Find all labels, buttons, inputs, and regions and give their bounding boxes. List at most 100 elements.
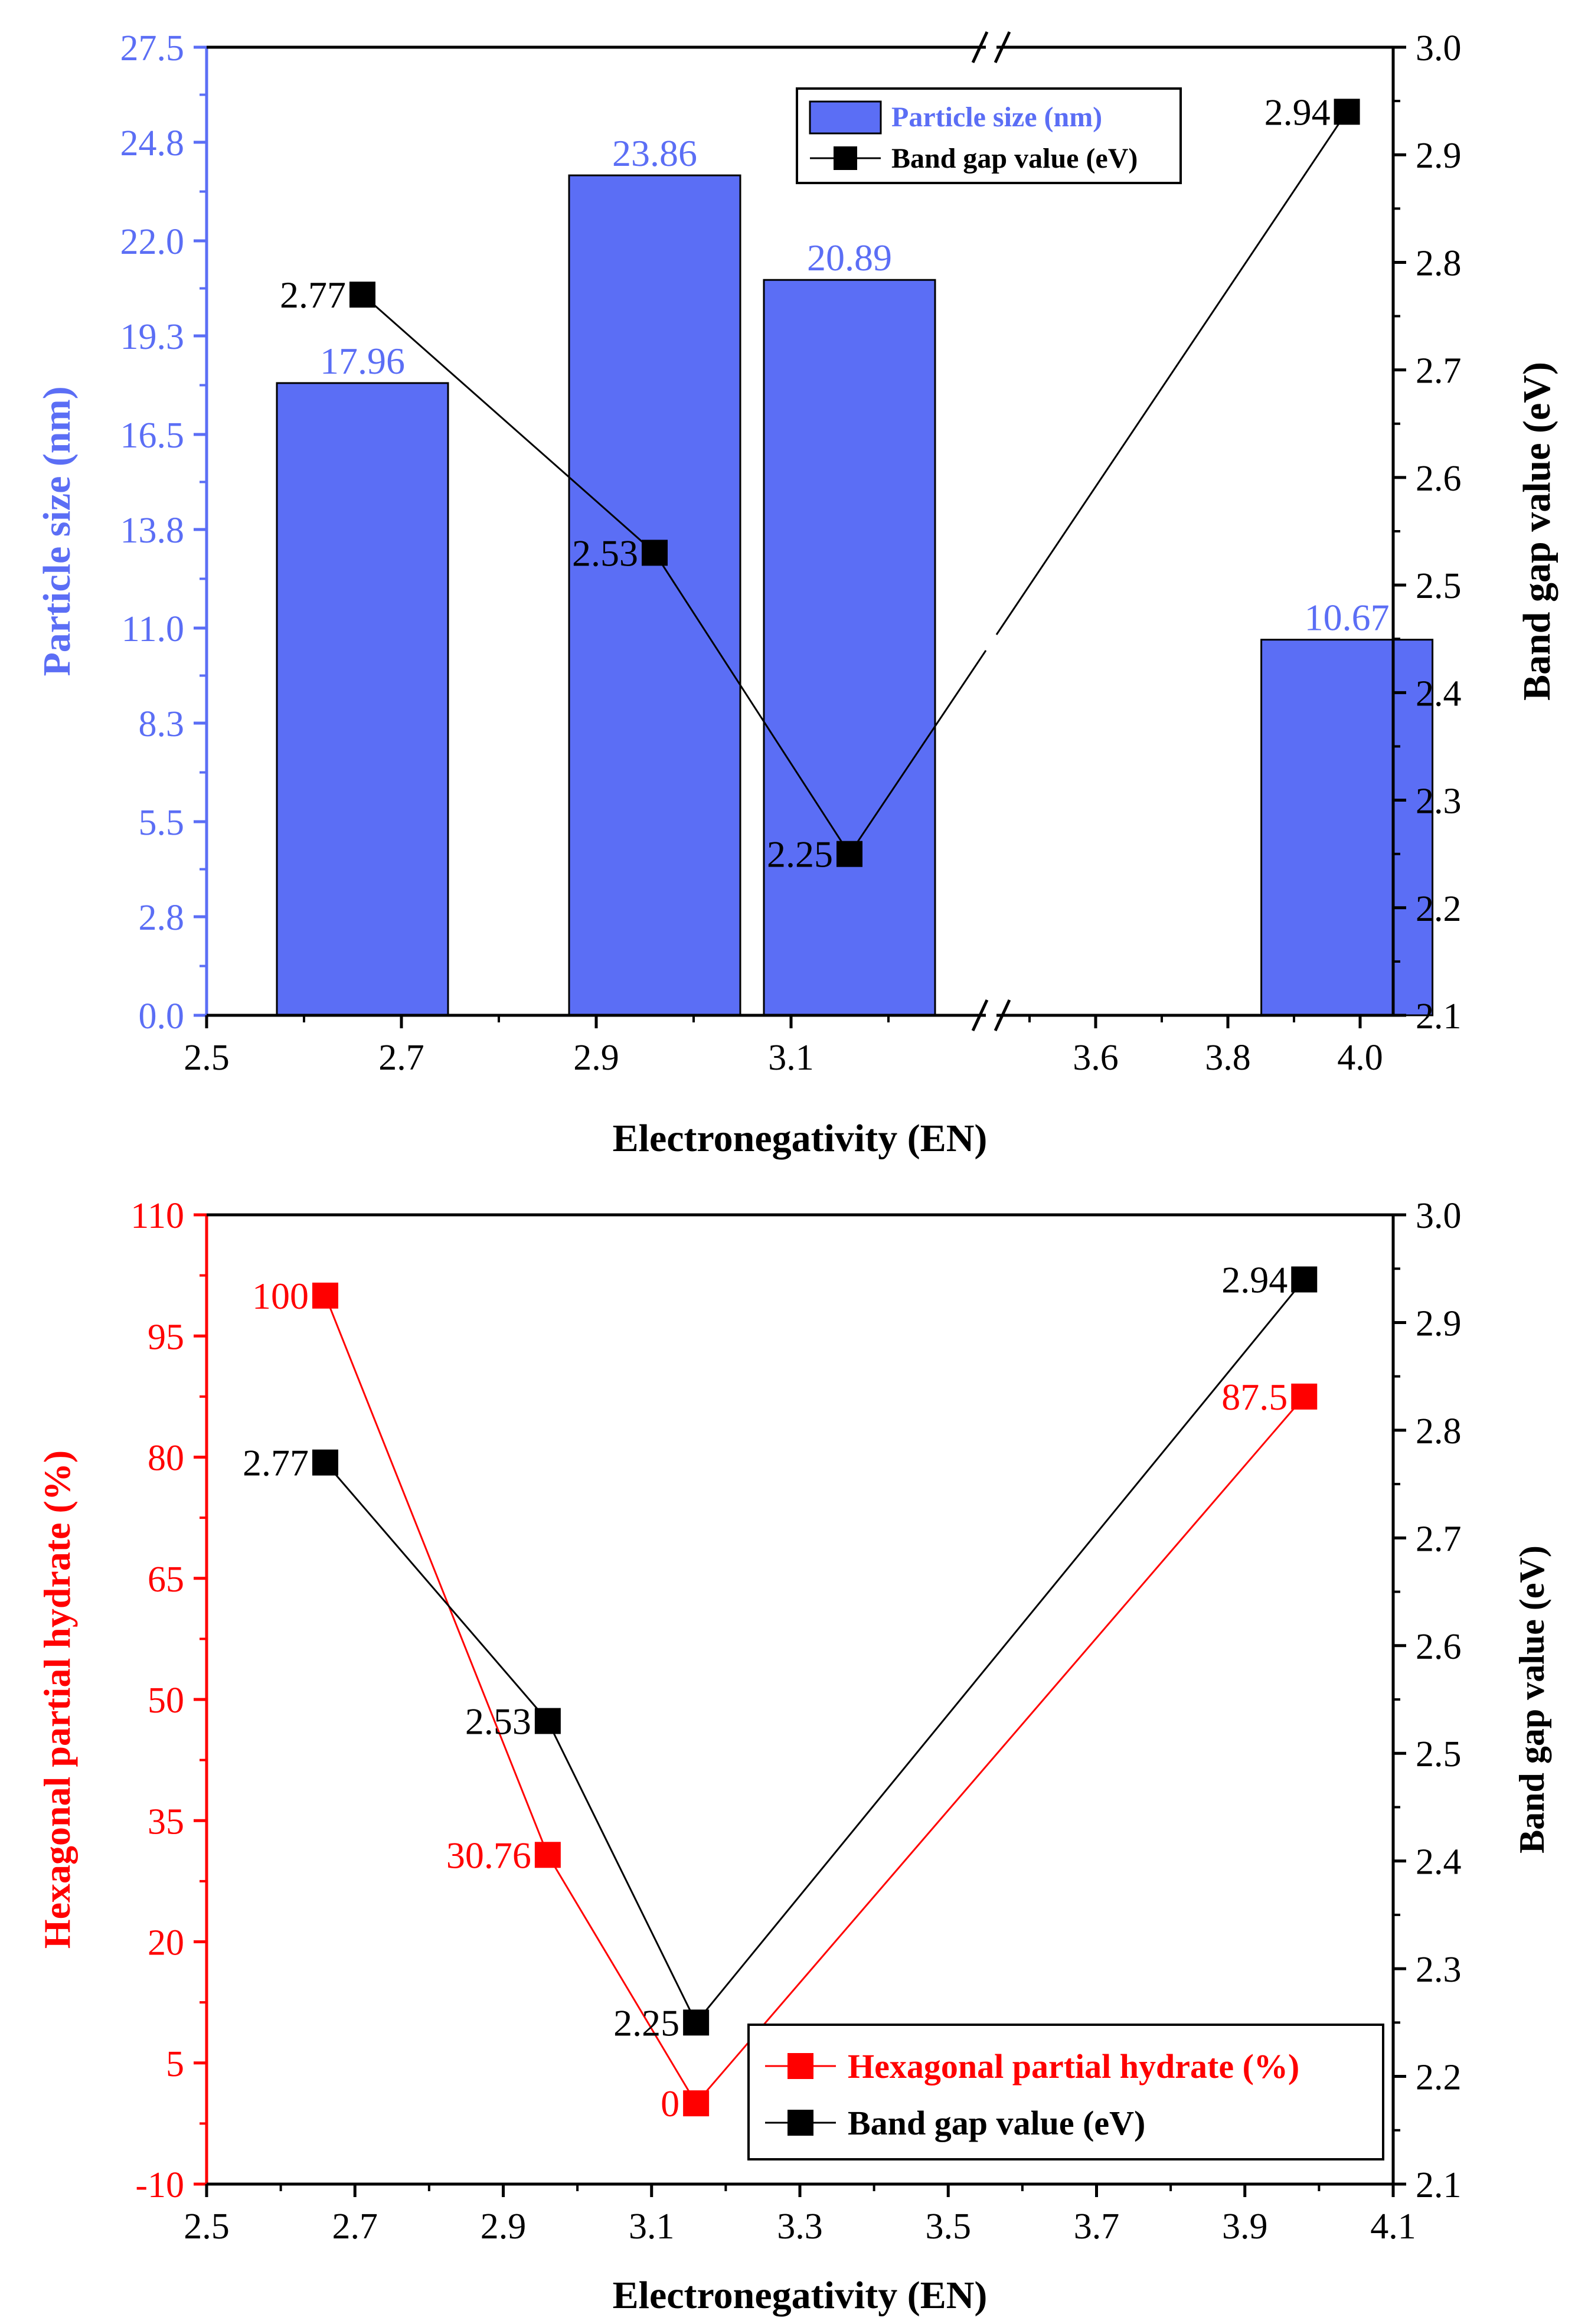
band-gap-marker: [683, 2009, 710, 2036]
band-gap-marker: [836, 841, 862, 867]
bar-value-label: 20.89: [807, 237, 892, 279]
right-y-tick-label: 2.4: [1416, 1842, 1462, 1882]
left-y-tick-label: 50: [148, 1681, 184, 1721]
bar-value-label: 17.96: [320, 340, 405, 382]
legend-label: Band gap value (eV): [891, 143, 1138, 174]
right-y-tick-label: 2.6: [1416, 459, 1462, 499]
x-tick-label: 3.1: [629, 2207, 675, 2247]
left-y-tick-label: 65: [148, 1560, 184, 1600]
right-y-tick-label: 2.1: [1416, 996, 1462, 1037]
x-axis-title: Electronegativity (EN): [613, 2274, 988, 2317]
legend-label: Particle size (nm): [891, 102, 1102, 133]
left-y-tick-label: 8.3: [139, 704, 185, 744]
right-y-tick-label: 2.8: [1416, 1411, 1462, 1452]
legend-bar-swatch: [809, 100, 882, 135]
particle-size-bar: [1260, 639, 1434, 1016]
x-tick-label: 4.0: [1337, 1038, 1383, 1078]
right-y-tick-label: 2.9: [1416, 1303, 1462, 1344]
band-gap-value-label: 2.25: [613, 2002, 679, 2044]
left-y-tick-label: 95: [148, 1317, 184, 1357]
hexagonal-hydrate-value-label: 87.5: [1221, 1376, 1288, 1418]
x-tick-label: 3.5: [926, 2207, 972, 2247]
band-gap-line-segment: [848, 650, 987, 855]
x-tick-label: 3.6: [1073, 1038, 1119, 1078]
left-y-tick-label: 16.5: [120, 416, 185, 456]
x-tick-label: 3.1: [768, 1038, 814, 1078]
hexagonal-hydrate-value-label: 100: [252, 1275, 309, 1317]
left-y-tick-label: 22.0: [120, 222, 185, 262]
left-y-tick-label: -10: [135, 2165, 184, 2205]
band-gap-line: [324, 1279, 1305, 2025]
right-y-tick-label: 2.6: [1416, 1627, 1462, 1667]
band-gap-value-label: 2.77: [243, 1442, 309, 1484]
left-y-tick-label: 80: [148, 1439, 184, 1479]
x-tick-label: 2.5: [184, 1038, 230, 1078]
left-y-tick-label: 110: [130, 1196, 184, 1236]
legend-label: Hexagonal partial hydrate (%): [848, 2047, 1299, 2086]
legend-marker-swatch: [788, 2110, 813, 2136]
x-tick-label: 2.7: [378, 1038, 424, 1078]
axis-break-mark: [994, 31, 1011, 64]
band-gap-marker: [1291, 1266, 1318, 1293]
particle-size-bar: [276, 382, 449, 1016]
particle-size-bar: [568, 174, 741, 1016]
legend-label: Band gap value (eV): [848, 2104, 1145, 2142]
legend-marker-swatch: [834, 146, 857, 170]
band-gap-value-label: 2.77: [280, 274, 346, 316]
band-gap-marker: [312, 1449, 338, 1476]
left-y-tick-label: 27.5: [120, 28, 185, 68]
band-gap-value-label: 2.25: [767, 833, 833, 875]
band-gap-line-segment: [362, 293, 655, 554]
x-tick-label: 2.9: [573, 1038, 619, 1078]
left-y-tick-label: 13.8: [120, 511, 185, 551]
right-y-axis-title: Band gap value (eV): [1515, 362, 1558, 701]
right-y-tick-label: 2.7: [1416, 351, 1462, 391]
bar-value-label: 10.67: [1305, 597, 1390, 639]
hexagonal-hydrate-marker: [312, 1282, 338, 1309]
hexagonal-hydrate-marker: [683, 2090, 710, 2117]
axis-break-mark: [971, 999, 989, 1032]
hexagonal-hydrate-value-label: 30.76: [446, 1834, 531, 1876]
band-gap-line-segment: [995, 111, 1348, 635]
left-y-tick-label: 35: [148, 1802, 184, 1842]
hexagonal-hydrate-marker: [534, 1842, 561, 1868]
bar-value-label: 23.86: [612, 132, 697, 174]
band-gap-marker: [534, 1708, 561, 1734]
axis-break-mark: [971, 31, 989, 64]
x-tick-label: 2.5: [184, 2207, 230, 2247]
right-y-tick-label: 2.2: [1416, 889, 1462, 929]
right-y-tick-label: 2.4: [1416, 674, 1462, 714]
hexagonal-hydrate-marker: [1291, 1383, 1318, 1410]
left-y-tick-label: 19.3: [120, 317, 185, 357]
left-y-axis-title: Particle size (nm): [35, 386, 79, 676]
legend-box: [747, 2024, 1384, 2160]
left-y-tick-label: 20: [148, 1923, 184, 1963]
x-tick-label: 3.3: [777, 2207, 823, 2247]
x-tick-label: 3.8: [1205, 1038, 1251, 1078]
particle-size-bar: [763, 279, 936, 1016]
band-gap-value-label: 2.53: [465, 1700, 531, 1742]
x-tick-label: 2.7: [332, 2207, 378, 2247]
band-gap-marker: [642, 540, 668, 566]
right-y-tick-label: 2.7: [1416, 1519, 1462, 1559]
right-y-tick-label: 2.9: [1416, 136, 1462, 176]
left-y-tick-label: 5: [166, 2044, 184, 2084]
left-y-tick-label: 2.8: [139, 898, 185, 938]
left-y-tick-label: 11.0: [122, 609, 184, 649]
band-gap-value-label: 2.53: [572, 532, 638, 574]
band-gap-marker: [1334, 99, 1360, 125]
left-y-axis-title: Hexagonal partial hydrate (%): [36, 1450, 78, 1949]
right-y-tick-label: 3.0: [1416, 1196, 1462, 1236]
x-tick-label: 2.9: [481, 2207, 527, 2247]
right-y-tick-label: 2.1: [1416, 2165, 1462, 2205]
band-gap-marker: [349, 282, 375, 308]
band-gap-value-label: 2.94: [1221, 1259, 1288, 1300]
right-y-tick-label: 2.5: [1416, 566, 1462, 606]
band-gap-value-label: 2.94: [1264, 91, 1331, 133]
axis-break-mark: [994, 999, 1011, 1032]
left-y-tick-label: 0.0: [139, 996, 185, 1037]
left-y-tick-label: 24.8: [120, 123, 185, 164]
left-y-tick-label: 5.5: [139, 803, 185, 843]
